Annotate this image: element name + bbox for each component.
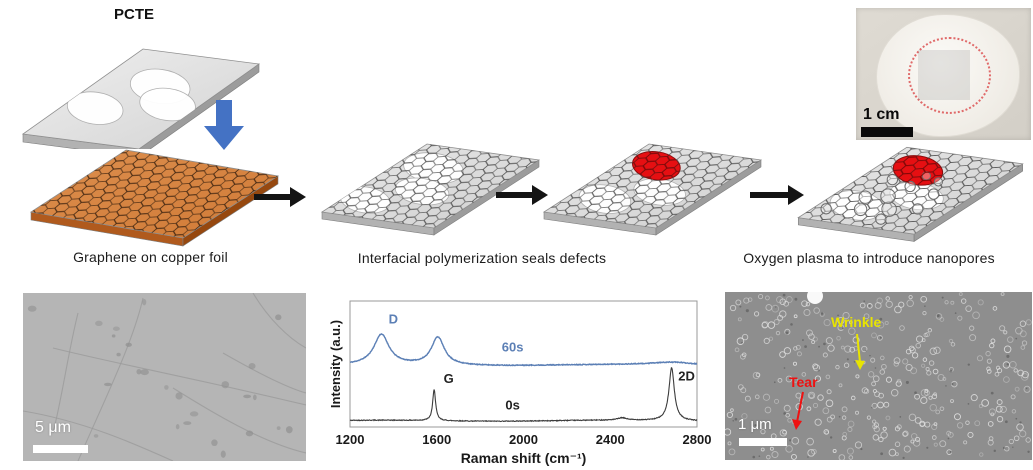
oxygen-plasma-caption: Oxygen plasma to introduce nanopores — [743, 250, 995, 266]
graphene-with-defects-illustration — [320, 143, 541, 236]
chart-annotation-0s: 0s — [505, 397, 519, 412]
photo-scale-bar — [861, 127, 913, 137]
interfacial-polymerization-caption: Interfacial polymerization seals defects — [357, 250, 607, 266]
pcte-label: PCTE — [114, 6, 155, 23]
sem-right-scale-label: 1 μm — [738, 416, 772, 433]
sem-image-graphene-copper: 5 μm — [23, 293, 306, 461]
chart-annotation-2d: 2D — [678, 368, 695, 383]
x-tick-label: 1200 — [336, 432, 365, 447]
process-arrow-3-icon — [750, 185, 804, 205]
graphene-on-copper-illustration — [29, 149, 280, 247]
chart-annotation-d: D — [389, 312, 398, 327]
transfer-down-arrow-icon — [204, 100, 244, 150]
y-axis-label: Intensity (a.u.) — [330, 320, 343, 408]
sem-left-scale-bar — [33, 445, 88, 453]
raman-spectra-chart: D 60s G 0s 2D 1200 1600 2000 2400 2800 Raman shift… — [330, 300, 712, 466]
photo-scale-label: 1 cm — [863, 106, 900, 123]
copper-caption: Graphene on copper foil — [73, 249, 228, 265]
chart-annotation-60s: 60s — [502, 339, 524, 354]
active-area-dotted-circle-icon — [908, 37, 991, 114]
wrinkle-annotation: Wrinkle — [831, 314, 882, 330]
x-tick-label: 2800 — [683, 432, 712, 447]
chart-annotation-g: G — [444, 371, 454, 386]
nanoporous-graphene-illustration — [797, 146, 1024, 242]
sem-right-scale-bar — [739, 438, 787, 446]
tear-annotation: Tear — [789, 374, 818, 390]
graphene-film-region — [918, 50, 970, 100]
sealed-graphene-illustration — [542, 143, 763, 236]
x-axis-label: Raman shift (cm⁻¹) — [461, 450, 587, 466]
tear-pointer-icon — [792, 391, 804, 430]
pcte-membrane-illustration — [21, 48, 261, 149]
process-arrow-1-icon — [254, 187, 306, 207]
membrane-photo: 1 cm — [856, 8, 1031, 140]
x-tick-label: 2400 — [596, 432, 625, 447]
sem-image-nanoporous-membrane: Wrinkle Tear 1 μm — [725, 292, 1032, 460]
process-arrow-2-icon — [496, 185, 548, 205]
x-tick-label: 1600 — [422, 432, 451, 447]
sem-left-scale-label: 5 μm — [35, 419, 71, 436]
wrinkle-pointer-icon — [855, 333, 865, 370]
x-tick-label: 2000 — [509, 432, 538, 447]
